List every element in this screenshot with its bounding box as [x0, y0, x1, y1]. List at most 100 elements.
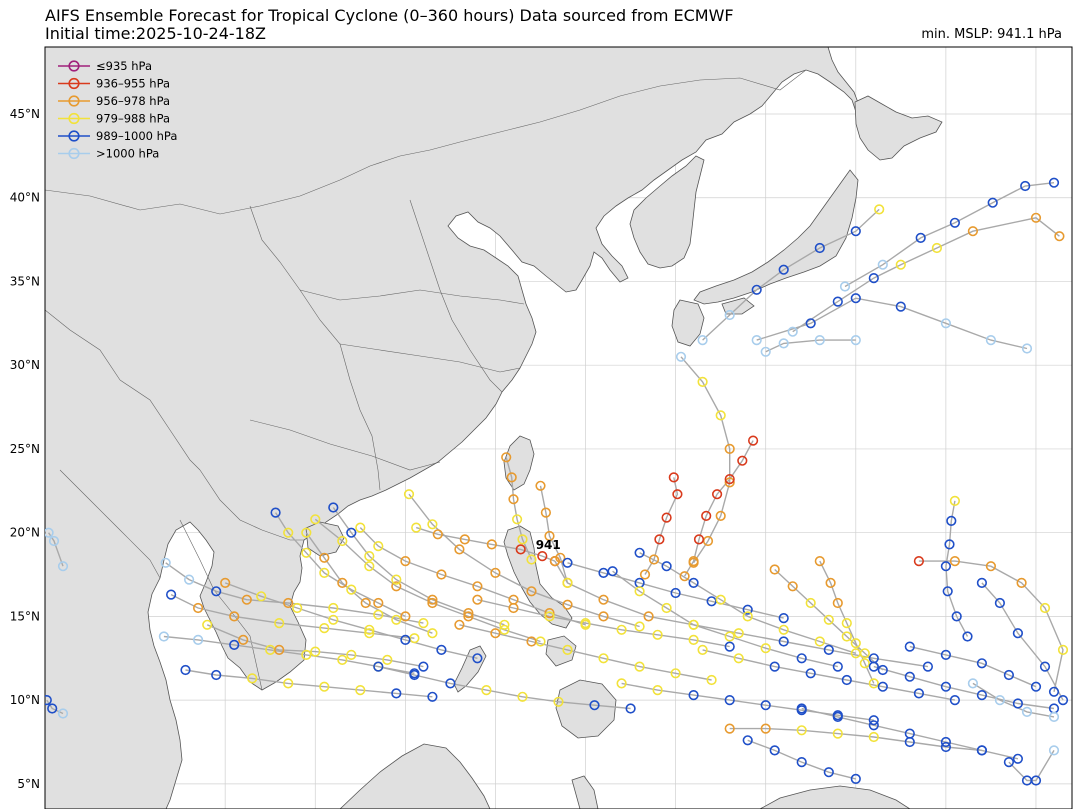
track-point: [418, 661, 429, 672]
track-point: [544, 611, 555, 622]
track-point: [580, 617, 591, 629]
track-point: [868, 273, 879, 284]
track-point: [549, 555, 561, 567]
track-point: [1021, 343, 1033, 354]
track-point: [463, 611, 474, 622]
track-point: [715, 410, 726, 421]
track-point: [874, 204, 885, 215]
lat-tick-label: 5°N: [17, 777, 40, 791]
track-point: [701, 510, 712, 522]
lat-tick-label: 20°N: [10, 526, 40, 540]
luzon: [503, 525, 573, 629]
track-point: [670, 587, 681, 599]
track-point: [796, 756, 807, 768]
track-point: [814, 555, 825, 567]
track-point: [724, 631, 735, 642]
track-point: [1030, 775, 1042, 786]
track-line: [185, 669, 433, 698]
track-point: [967, 678, 979, 689]
chart-title: AIFS Ensemble Forecast for Tropical Cycl…: [45, 6, 734, 25]
legend-marker: [68, 95, 80, 107]
track-point: [944, 539, 955, 550]
track-point: [1048, 686, 1060, 697]
track-point: [922, 661, 934, 672]
track-line: [408, 493, 640, 628]
track-point: [877, 681, 888, 692]
track-point: [238, 634, 249, 646]
track-point: [724, 477, 735, 488]
track-point: [463, 607, 474, 619]
track-point: [733, 653, 744, 664]
lat-tick-label: 10°N: [10, 693, 40, 707]
track-point: [679, 571, 690, 582]
track-point: [868, 731, 879, 743]
pressure-legend: ≤935 hPa 936–955 hPa 956–978 hPa 979–988 hP…: [58, 59, 177, 161]
track-point: [859, 648, 870, 659]
track-point: [737, 455, 748, 466]
track-point: [459, 534, 470, 545]
track-line: [702, 649, 956, 701]
track-point: [787, 581, 798, 592]
track-point: [825, 577, 836, 589]
track-line: [792, 217, 1060, 333]
track-point: [733, 628, 744, 639]
track-point: [1039, 661, 1051, 672]
country-borders: [45, 69, 807, 691]
track-point: [985, 335, 997, 346]
track-point: [427, 628, 438, 639]
track-point: [555, 552, 566, 563]
track-point: [904, 728, 915, 739]
track-point: [553, 696, 564, 707]
track-point: [823, 644, 834, 656]
track-point: [229, 639, 240, 651]
track-point: [823, 767, 834, 778]
track-point: [1048, 177, 1060, 188]
track-point: [45, 695, 52, 706]
track-point: [994, 694, 1006, 706]
track-point: [850, 773, 861, 785]
legend-label: >1000 hPa: [96, 147, 159, 161]
track-line: [206, 624, 424, 668]
track-point: [769, 745, 780, 756]
track-point: [598, 653, 609, 664]
track-point: [940, 649, 952, 661]
track-point: [301, 547, 312, 558]
track-point: [1030, 681, 1042, 692]
track-point: [778, 264, 789, 275]
track-point: [373, 540, 384, 552]
track-line: [873, 665, 1055, 710]
track-point: [241, 594, 252, 605]
track-point: [877, 259, 888, 270]
track-point: [949, 694, 961, 706]
track-point: [472, 581, 483, 592]
track-point: [373, 609, 384, 620]
track-point: [544, 530, 555, 542]
track-point: [850, 335, 861, 346]
track-point: [45, 527, 54, 538]
track-point: [751, 284, 762, 295]
track-point: [868, 715, 879, 726]
track-point: [895, 301, 906, 312]
track-point: [742, 611, 753, 622]
track-point: [697, 376, 708, 388]
track-point: [724, 474, 735, 485]
track-point: [724, 641, 735, 652]
track-point: [562, 644, 573, 656]
track-point: [562, 557, 573, 568]
lat-tick-label: 25°N: [10, 442, 40, 456]
track-point: [301, 527, 312, 538]
track-point: [796, 703, 807, 714]
track-point: [1057, 644, 1069, 656]
track-point: [328, 502, 339, 513]
track-point: [160, 557, 171, 568]
track-point: [481, 684, 492, 696]
track-point: [688, 555, 699, 567]
track-point: [949, 217, 961, 228]
track-point: [668, 472, 679, 483]
track-point: [661, 561, 672, 572]
lat-tick-label: 30°N: [10, 358, 40, 372]
track-point: [337, 535, 348, 547]
track-point: [742, 735, 753, 746]
lat-tick-label: 45°N: [10, 107, 40, 121]
track-point: [976, 745, 988, 756]
